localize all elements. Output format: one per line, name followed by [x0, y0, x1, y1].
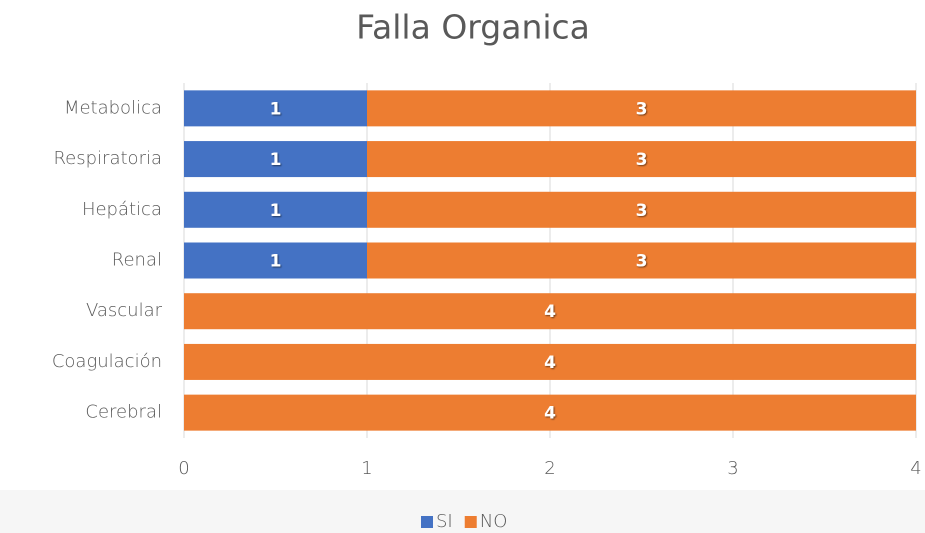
legend-label: NO [480, 511, 508, 532]
bar-segment [184, 141, 367, 178]
data-label: 3 [636, 201, 648, 221]
data-label: 1 [270, 150, 282, 170]
bar-segment [184, 394, 916, 431]
y-tick-label: Respiratoria [53, 148, 162, 169]
legend-label: SI [436, 511, 453, 532]
x-tick-label: 3 [727, 458, 738, 479]
data-label: 3 [636, 252, 648, 272]
x-tick-label: 1 [361, 458, 372, 479]
y-tick-label: Coagulación [52, 351, 162, 372]
data-label: 4 [544, 353, 556, 373]
bar-segment [367, 191, 916, 228]
bar-segment [184, 343, 916, 380]
x-tick-label: 4 [910, 458, 921, 479]
data-label: 4 [544, 302, 556, 322]
bar-segment [184, 191, 367, 228]
bar-segment [184, 293, 916, 330]
bar-segment [184, 90, 367, 127]
chart-title: Falla Organica [356, 8, 590, 47]
y-tick-label: Cerebral [85, 402, 162, 423]
data-label: 3 [636, 150, 648, 170]
x-tick-label: 0 [178, 458, 189, 479]
y-tick-label: Vascular [86, 300, 163, 321]
legend-swatch [464, 516, 477, 528]
x-tick-label: 2 [544, 458, 555, 479]
bar-segment [367, 90, 916, 127]
data-label: 1 [270, 201, 282, 221]
data-label: 1 [270, 252, 282, 272]
bar-segment [367, 242, 916, 279]
data-label: 1 [270, 99, 282, 119]
data-label: 4 [544, 404, 556, 424]
data-label: 3 [636, 99, 648, 119]
bar-segment [184, 242, 367, 279]
legend-swatch [421, 516, 433, 528]
y-tick-label: Renal [112, 250, 162, 271]
y-tick-label: Hepática [82, 199, 162, 220]
bar-segment [367, 141, 916, 178]
legend-band [0, 490, 925, 533]
y-tick-label: Metabolica [64, 97, 162, 118]
